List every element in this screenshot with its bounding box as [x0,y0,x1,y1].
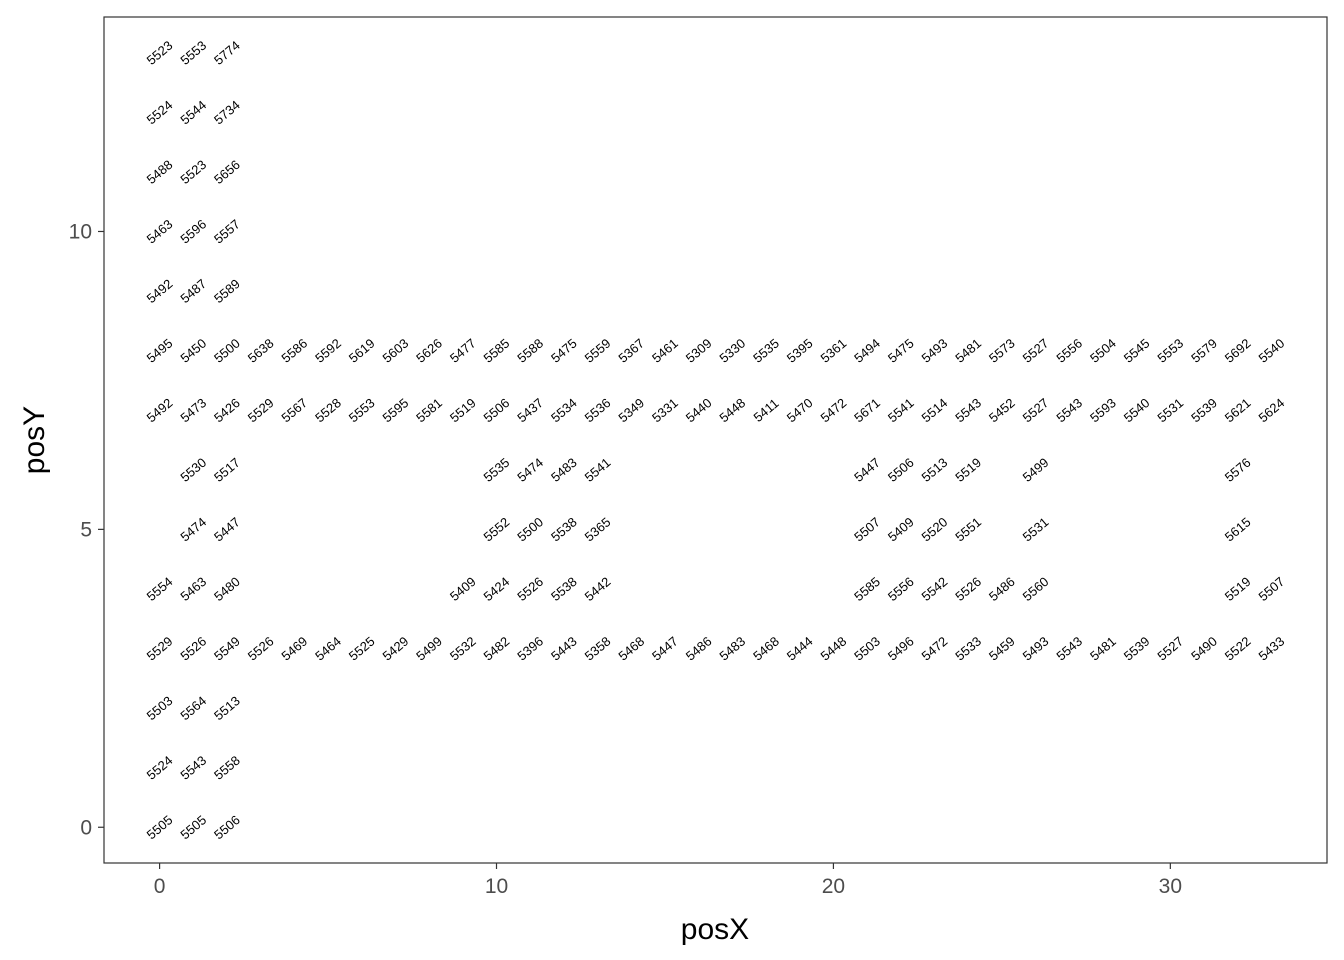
y-tick-label: 10 [69,220,92,243]
x-axis-title: posX [681,913,749,946]
x-tick-label: 10 [485,875,508,898]
y-tick-label: 0 [80,816,92,839]
y-axis: 0 5 10 [69,220,104,839]
x-tick-label: 20 [822,875,845,898]
x-axis: 0 10 20 30 [154,863,1182,898]
y-axis-title: posY [18,406,51,474]
x-tick-label: 30 [1159,875,1182,898]
x-tick-label: 0 [154,875,166,898]
panel-border [103,16,1328,864]
y-tick-label: 5 [80,518,92,541]
